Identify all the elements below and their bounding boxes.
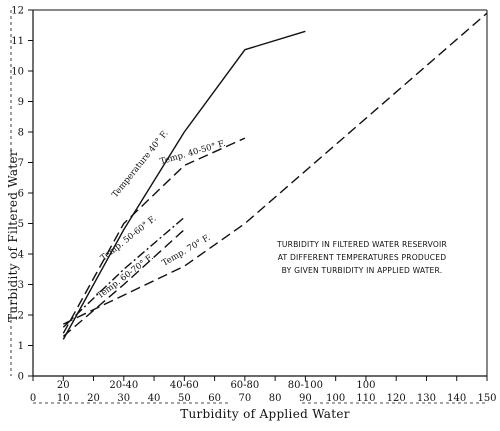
- y-tick-label: 2: [18, 311, 24, 322]
- x-axis-title: Turbidity of Applied Water: [180, 407, 350, 421]
- y-tick-label: 6: [18, 189, 24, 200]
- x-band-label: 60-80: [230, 380, 259, 391]
- x-band-label: 20-40: [109, 380, 138, 391]
- y-tick-label: 3: [18, 280, 24, 291]
- y-tick-label: 4: [18, 250, 24, 261]
- chart-annotation: TURBIDITY IN FILTERED WATER RESERVOIR AT …: [276, 240, 447, 275]
- x-tick-label: 100: [326, 393, 345, 404]
- series-line-5: [62, 12, 488, 325]
- series-layer: [62, 12, 488, 340]
- x-tick-label: 60: [208, 393, 221, 404]
- x-tick-label: 70: [238, 393, 251, 404]
- y-axis-title: Turbidity of Filtered Water: [6, 150, 20, 322]
- x-tick-label: 20: [87, 393, 100, 404]
- x-tick-label: 50: [178, 393, 191, 404]
- x-tick-label: 80: [269, 393, 282, 404]
- x-band-label: 100: [356, 380, 375, 391]
- series-line-1: [62, 30, 306, 340]
- x-band-label: 40-60: [170, 380, 199, 391]
- x-tick-label: 130: [417, 393, 436, 404]
- y-tick-label: 7: [18, 158, 24, 169]
- y-tick-label: 8: [18, 128, 24, 139]
- x-band-label: 20: [57, 380, 70, 391]
- y-tick-label: 12: [11, 6, 24, 17]
- series-label-2: Temp. 40-50° F.: [159, 139, 227, 167]
- x-tick-label: 10: [57, 393, 70, 404]
- x-tick-label: 90: [299, 393, 312, 404]
- x-band-label: 80-100: [288, 380, 323, 391]
- series-line-2: [62, 137, 246, 334]
- series-line-4: [62, 229, 185, 337]
- x-tick-label: 0: [30, 393, 36, 404]
- annotation-line: AT DIFFERENT TEMPERATURES PRODUCED: [278, 253, 447, 262]
- y-tick-label: 9: [18, 97, 24, 108]
- x-tick-label: 110: [356, 393, 375, 404]
- x-tick-label: 140: [447, 393, 466, 404]
- y-tick-label: 1: [18, 341, 24, 352]
- annotation-line: BY GIVEN TURBIDITY IN APPLIED WATER.: [282, 266, 443, 275]
- y-tick-label: 0: [18, 372, 24, 383]
- x-tick-label: 40: [148, 393, 161, 404]
- y-tick-label: 11: [11, 36, 24, 47]
- y-tick-label: 5: [18, 219, 24, 230]
- y-tick-label: 10: [11, 67, 24, 78]
- x-tick-label: 150: [477, 393, 496, 404]
- x-tick-label: 30: [117, 393, 130, 404]
- annotation-line: TURBIDITY IN FILTERED WATER RESERVOIR: [276, 240, 447, 249]
- series-label-5: Temp. 70° F.: [160, 233, 212, 269]
- x-tick-label: 120: [387, 393, 406, 404]
- series-line-3: [62, 216, 185, 328]
